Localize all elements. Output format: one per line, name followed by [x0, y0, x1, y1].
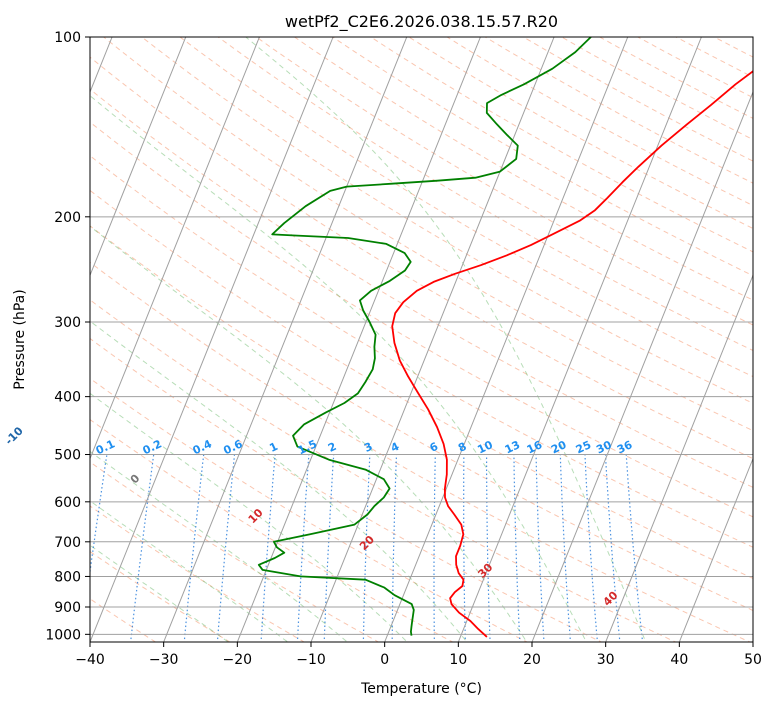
mixing-ratio-line — [486, 454, 491, 642]
x-tick-label: 30 — [597, 652, 615, 668]
mixing-ratio-line — [391, 454, 398, 642]
y-tick-label: 400 — [54, 390, 81, 406]
profile-series — [257, 37, 753, 638]
temperature-line — [391, 70, 753, 638]
isotherm-gridline — [163, 37, 408, 642]
mixing-ratio-label: 10 — [475, 438, 495, 456]
isotherm-gridline — [90, 37, 187, 277]
dry-adiabat — [90, 299, 677, 642]
dry-adiabat — [255, 37, 753, 326]
dry-adiabat — [102, 37, 753, 432]
dry-adiabat — [90, 337, 603, 642]
x-tick-label: 40 — [670, 652, 688, 668]
mixing-ratio-label: 13 — [503, 438, 522, 456]
moist-adiabat — [90, 450, 349, 642]
mixing-ratio-label: 30 — [594, 438, 614, 456]
grid-lines — [90, 37, 753, 642]
chart-title: wetPf2_C2E6.2026.038.15.57.R20 — [285, 12, 558, 32]
mixing-ratio-label: 16 — [525, 438, 545, 456]
y-axis-label: Pressure (hPa) — [12, 289, 28, 389]
mixing-ratio-label: 25 — [574, 438, 593, 456]
mixing-ratio-line — [433, 454, 436, 642]
dry-adiabat — [293, 37, 753, 301]
isotherm-gridline — [384, 37, 629, 642]
moist-adiabat — [90, 544, 230, 642]
y-tick-label: 100 — [54, 30, 81, 46]
x-tick-label: 0 — [380, 652, 389, 668]
y-tick-label: 1000 — [45, 627, 81, 643]
moist-adiabat — [245, 37, 647, 642]
background-lines — [90, 37, 753, 642]
mixing-ratio-line — [260, 454, 276, 642]
dry-adiabat — [90, 155, 753, 548]
mixing-ratio-line — [604, 454, 621, 642]
dry-adiabat — [90, 121, 753, 518]
mixing-ratio-line — [323, 454, 335, 642]
moist-adiabat — [90, 95, 587, 642]
y-tick-label: 900 — [54, 600, 81, 616]
dry-adiabat — [90, 377, 528, 642]
mixing-ratio-line — [559, 454, 572, 642]
y-tick-label: 700 — [54, 535, 81, 551]
mixing-ratio-label: 20 — [549, 438, 569, 456]
x-tick-label: −20 — [223, 652, 253, 668]
mixing-ratio-line — [584, 454, 599, 642]
y-tick-label: 800 — [54, 569, 81, 585]
x-tick-label: 10 — [449, 652, 467, 668]
isotherm-gridline — [457, 37, 702, 642]
x-tick-label: −30 — [149, 652, 179, 668]
x-tick-label: 20 — [523, 652, 541, 668]
y-tick-label: 300 — [54, 315, 81, 331]
axis-ticks: −40 −30 −20 −10 0 10 20 30 40 50 100 200 300 400 500 60… — [45, 30, 762, 668]
isotherm-gridline — [531, 90, 753, 642]
dry-adiabat — [90, 261, 751, 642]
mixing-ratio-line — [296, 454, 310, 642]
mixing-ratio-line — [463, 454, 466, 642]
dry-adiabat — [90, 88, 753, 488]
mixing-ratio-line — [625, 454, 644, 642]
dry-adiabat — [179, 37, 753, 378]
mixing-ratio-line — [216, 454, 236, 642]
moist-adiabat — [90, 320, 468, 642]
plot-frame — [89, 36, 754, 643]
isotherm-gridline — [90, 37, 334, 642]
x-tick-label: 50 — [744, 652, 762, 668]
x-axis-label: Temperature (°C) — [360, 681, 482, 697]
mixing-ratio-line — [535, 454, 545, 642]
isotherm-gridline — [605, 273, 753, 642]
dewpoint-line — [257, 37, 592, 636]
x-tick-label: −40 — [75, 652, 105, 668]
dry-adiabat — [90, 505, 305, 642]
mixing-ratio-line — [513, 454, 521, 642]
mixing-ratio-line — [362, 454, 371, 642]
isotherm-gridline — [310, 37, 555, 642]
mixing-ratio-label: 36 — [615, 438, 635, 456]
isotherm-gridline — [90, 37, 260, 461]
y-tick-label: 200 — [54, 210, 81, 226]
x-tick-label: −10 — [296, 652, 326, 668]
y-tick-label: 600 — [54, 495, 81, 511]
y-tick-label: 500 — [54, 448, 81, 464]
isotherm-gridline — [678, 457, 753, 642]
